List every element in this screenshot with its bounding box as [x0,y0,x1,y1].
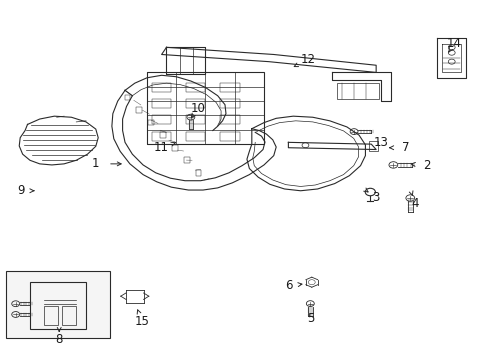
Bar [368,140,377,150]
Text: 13: 13 [373,136,387,149]
Bar [195,170,201,176]
Bar [220,99,239,108]
Text: 12: 12 [300,53,315,66]
Text: 1: 1 [92,157,100,170]
Text: 5: 5 [306,311,313,325]
Text: 14: 14 [446,37,461,50]
Text: 8: 8 [56,333,63,346]
Text: 3: 3 [372,192,379,204]
Bar [152,116,171,125]
Text: 6: 6 [284,279,291,292]
Text: 9: 9 [18,184,25,197]
Text: 10: 10 [190,102,205,115]
Bar [61,306,76,325]
Bar [30,282,86,329]
Bar [152,132,171,140]
Text: 4: 4 [410,197,418,210]
Bar [148,120,154,126]
Bar [43,306,58,325]
Bar [5,271,110,338]
Bar [147,72,264,144]
Bar [183,157,189,163]
Text: 15: 15 [134,315,149,328]
Bar [185,116,205,125]
Text: 7: 7 [401,141,408,154]
Bar [220,83,239,92]
Bar [185,99,205,108]
Bar [152,99,171,108]
Bar [160,132,165,138]
Bar [185,132,205,140]
Bar [220,116,239,125]
Bar [136,107,142,113]
Bar [336,83,378,99]
Bar [185,83,205,92]
Bar [220,132,239,140]
Bar [152,83,171,92]
Bar [172,145,178,150]
Bar [124,95,130,100]
Text: 2: 2 [423,159,430,172]
Text: 11: 11 [154,141,169,154]
